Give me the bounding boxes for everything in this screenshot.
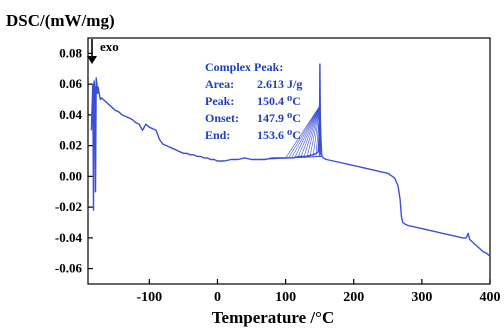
hatch-line xyxy=(303,105,321,158)
x-tick-label: 400 xyxy=(480,290,501,305)
y-axis-ticks: 0.08 0.06 0.04 0.02 0.00 -0.02 -0.04 -0.06 xyxy=(55,45,93,276)
annotation-row-value: 147.9 ⁰C xyxy=(257,111,301,125)
y-tick-label: 0.06 xyxy=(59,76,82,91)
annotation-row-label: Onset: xyxy=(205,111,239,125)
annotation-row-value: 2.613 J/g xyxy=(257,77,302,91)
series-layer xyxy=(90,63,491,257)
x-tick-label: -100 xyxy=(136,290,162,305)
x-tick-label: 200 xyxy=(343,290,364,305)
x-tick-label: 300 xyxy=(411,290,432,305)
annotation-row-value: 150.4 ⁰C xyxy=(257,94,301,108)
y-tick-label: -0.04 xyxy=(55,230,83,245)
annotation-row-label: Area: xyxy=(205,77,234,91)
x-tick-label: 0 xyxy=(214,290,221,305)
peak-annotation: Complex Peak: Area: 2.613 J/g Peak: 150.4 ⁰C… xyxy=(205,60,302,142)
hatch-line xyxy=(306,105,321,158)
y-tick-label: 0.08 xyxy=(59,45,82,60)
y-tick-label: -0.02 xyxy=(55,199,82,214)
annotation-row-label: Peak: xyxy=(205,94,234,108)
hatch-line xyxy=(297,105,321,158)
x-axis-ticks: -100 0 100 200 300 400 xyxy=(136,279,501,305)
y-axis-title: DSC/(mW/mg) xyxy=(6,11,115,30)
annotation-title: Complex Peak: xyxy=(205,60,283,74)
series-line xyxy=(90,63,491,257)
plot-frame xyxy=(87,37,491,285)
hatch-line xyxy=(300,105,321,158)
hatch-line xyxy=(291,105,321,158)
y-tick-label: 0.00 xyxy=(59,168,82,183)
annotation-row-label: End: xyxy=(205,128,230,142)
exo-indicator: exo xyxy=(87,39,119,64)
y-tick-label: 0.02 xyxy=(59,138,82,153)
exo-label: exo xyxy=(100,39,119,54)
hatch-line xyxy=(309,105,321,158)
annotation-row-value: 153.6 ⁰C xyxy=(257,128,301,142)
y-tick-label: 0.04 xyxy=(59,107,82,122)
x-tick-label: 100 xyxy=(275,290,296,305)
hatch-line xyxy=(288,105,321,159)
hatch-line xyxy=(294,105,321,158)
hatch-line xyxy=(285,105,321,159)
x-axis-title: Temperature /°C xyxy=(212,308,334,327)
exo-arrow-head xyxy=(87,56,97,64)
y-tick-label: -0.06 xyxy=(55,261,83,276)
